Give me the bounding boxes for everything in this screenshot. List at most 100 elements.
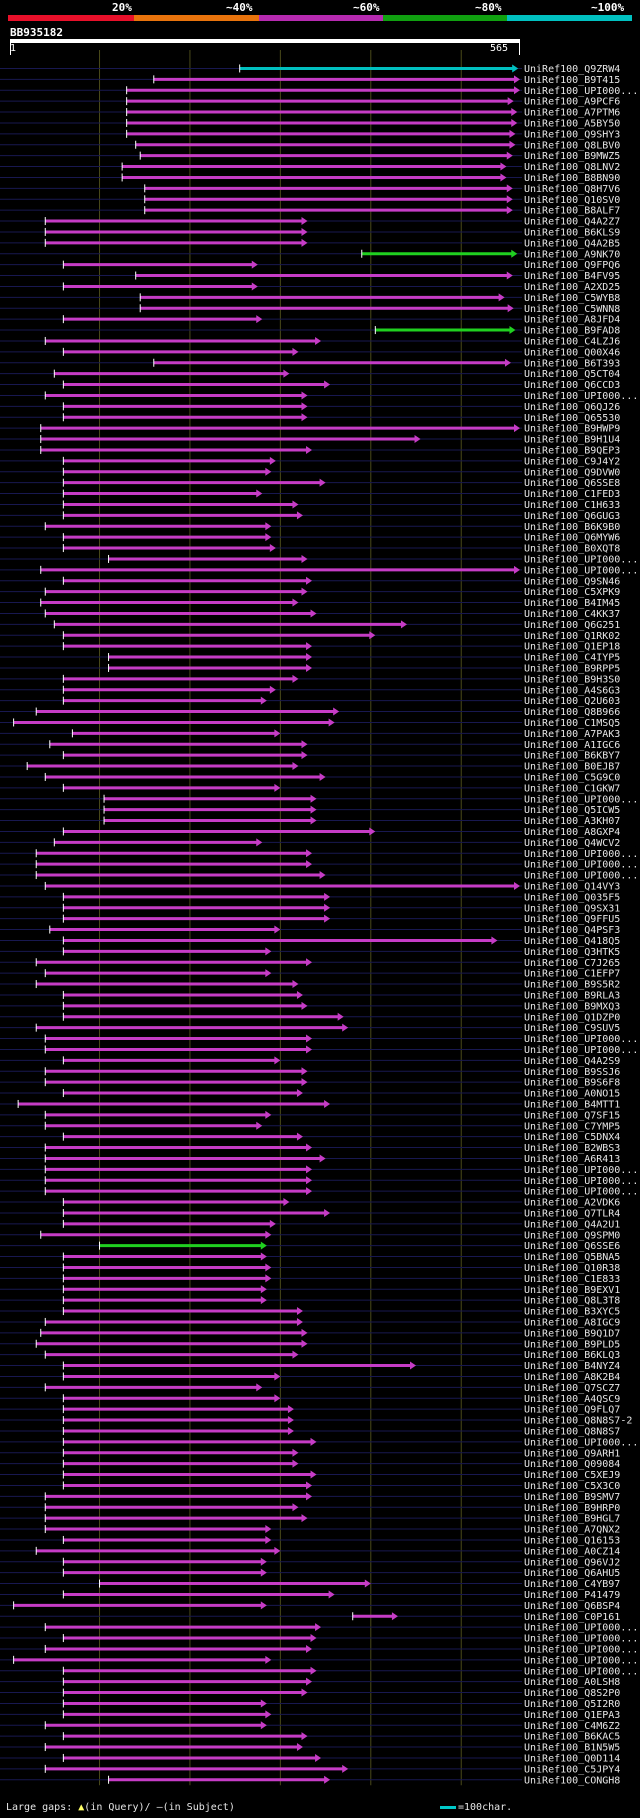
hit-label[interactable]: UniRef100_A0NO15 [524, 1089, 620, 1100]
hit-label[interactable]: UniRef100_Q4A2B5 [524, 238, 620, 249]
hit-label[interactable]: UniRef100_A2XD25 [524, 282, 620, 293]
hit-label[interactable]: UniRef100_B4FV95 [524, 271, 620, 282]
hit-label[interactable]: UniRef100_Q9FLQ7 [524, 1405, 620, 1416]
hit-label[interactable]: UniRef100_Q9FFU5 [524, 914, 620, 925]
hit-label[interactable]: UniRef100_A8JFD4 [524, 315, 620, 326]
hit-label[interactable]: UniRef100_C4LZJ6 [524, 336, 620, 347]
hit-label[interactable]: UniRef100_C1H633 [524, 500, 620, 511]
hit-label[interactable]: UniRef100_Q0D114 [524, 1753, 620, 1764]
hit-label[interactable]: UniRef100_UPI000... [524, 1623, 638, 1634]
hit-label[interactable]: UniRef100_A4S6G3 [524, 685, 620, 696]
hit-label[interactable]: UniRef100_Q6GUG3 [524, 511, 620, 522]
hit-label[interactable]: UniRef100_C5WYB8 [524, 293, 620, 304]
hit-label[interactable]: UniRef100_C4KK37 [524, 609, 620, 620]
hit-label[interactable]: UniRef100_UPI000... [524, 1165, 638, 1176]
hit-label[interactable]: UniRef100_Q8N8S7 [524, 1426, 620, 1437]
hit-label[interactable]: UniRef100_B9T415 [524, 75, 620, 86]
hit-label[interactable]: UniRef100_B9SMV7 [524, 1492, 620, 1503]
hit-label[interactable]: UniRef100_C4M6Z2 [524, 1721, 620, 1732]
hit-label[interactable]: UniRef100_B9S6F8 [524, 1078, 620, 1089]
hit-label[interactable]: UniRef100_Q4A2U1 [524, 1219, 620, 1230]
hit-label[interactable]: UniRef100_C4IYP5 [524, 653, 620, 664]
hit-label[interactable]: UniRef100_Q4WCV2 [524, 838, 620, 849]
hit-label[interactable]: UniRef100_UPI000... [524, 1034, 638, 1045]
hit-label[interactable]: UniRef100_A1IGC6 [524, 740, 620, 751]
hit-label[interactable]: UniRef100_Q9ZRW4 [524, 64, 620, 75]
hit-label[interactable]: UniRef100_UPI000... [524, 1045, 638, 1056]
hit-label[interactable]: UniRef100_Q2U603 [524, 696, 620, 707]
hit-label[interactable]: UniRef100_B6T393 [524, 358, 620, 369]
hit-label[interactable]: UniRef100_B9MWZ5 [524, 151, 620, 162]
hit-label[interactable]: UniRef100_C1EFP7 [524, 969, 620, 980]
hit-label[interactable]: UniRef100_B9MXQ3 [524, 1001, 620, 1012]
hit-label[interactable]: UniRef100_Q8H7V6 [524, 184, 620, 195]
hit-label[interactable]: UniRef100_Q035F5 [524, 892, 620, 903]
hit-label[interactable]: UniRef100_B6KLS9 [524, 227, 620, 238]
hit-label[interactable]: UniRef100_C5X3C0 [524, 1481, 620, 1492]
hit-label[interactable]: UniRef100_Q5CT04 [524, 369, 620, 380]
hit-label[interactable]: UniRef100_C5DNX4 [524, 1132, 620, 1143]
hit-label[interactable]: UniRef100_Q00X46 [524, 347, 620, 358]
hit-label[interactable]: UniRef100_A7PTM6 [524, 108, 620, 119]
hit-label[interactable]: UniRef100_Q5ICW5 [524, 805, 620, 816]
hit-label[interactable]: UniRef100_Q10R38 [524, 1263, 620, 1274]
hit-label[interactable]: UniRef100_B2WBS3 [524, 1143, 620, 1154]
hit-label[interactable]: UniRef100_Q9DVW0 [524, 467, 620, 478]
hit-label[interactable]: UniRef100_Q9ARH1 [524, 1448, 620, 1459]
hit-label[interactable]: UniRef100_Q1EPA3 [524, 1710, 620, 1721]
hit-label[interactable]: UniRef100_C1GKW7 [524, 783, 620, 794]
hit-label[interactable]: UniRef100_B9FAD8 [524, 326, 620, 337]
hit-label[interactable]: UniRef100_C7YMP5 [524, 1121, 620, 1132]
hit-label[interactable]: UniRef100_Q14VY3 [524, 881, 620, 892]
hit-label[interactable]: UniRef100_B9QEP3 [524, 445, 620, 456]
hit-label[interactable]: UniRef100_Q09084 [524, 1459, 620, 1470]
hit-label[interactable]: UniRef100_B9PLD5 [524, 1339, 620, 1350]
hit-label[interactable]: UniRef100_Q1DZP0 [524, 1012, 620, 1023]
hit-label[interactable]: UniRef100_B6K9B0 [524, 522, 620, 533]
hit-label[interactable]: UniRef100_Q9SHY3 [524, 129, 620, 140]
hit-label[interactable]: UniRef100_UPI000... [524, 1634, 638, 1645]
hit-label[interactable]: UniRef100_B8ALF7 [524, 206, 620, 217]
hit-label[interactable]: UniRef100_UPI000... [524, 1437, 638, 1448]
hit-label[interactable]: UniRef100_C1MSQ5 [524, 718, 620, 729]
hit-label[interactable]: UniRef100_C7J265 [524, 958, 620, 969]
hit-label[interactable]: UniRef100_A0LSH8 [524, 1677, 620, 1688]
hit-label[interactable]: UniRef100_P41479 [524, 1590, 620, 1601]
hit-label[interactable]: UniRef100_UPI000... [524, 871, 638, 882]
hit-label[interactable]: UniRef100_B9HWP9 [524, 424, 620, 435]
hit-label[interactable]: UniRef100_B4IM45 [524, 598, 620, 609]
hit-label[interactable]: UniRef100_B0EJB7 [524, 762, 620, 773]
hit-label[interactable]: UniRef100_C9SUV5 [524, 1023, 620, 1034]
hit-label[interactable]: UniRef100_C5JPY4 [524, 1764, 620, 1775]
hit-label[interactable]: UniRef100_UPI000... [524, 391, 638, 402]
hit-label[interactable]: UniRef100_B6KBY7 [524, 751, 620, 762]
hit-label[interactable]: UniRef100_B3XYC5 [524, 1307, 620, 1318]
hit-label[interactable]: UniRef100_A9PCF6 [524, 97, 620, 108]
hit-label[interactable]: UniRef100_UPI000... [524, 860, 638, 871]
hit-label[interactable]: UniRef100_C0P161 [524, 1612, 620, 1623]
hit-label[interactable]: UniRef100_A0CZ14 [524, 1546, 620, 1557]
hit-label[interactable]: UniRef100_Q8LNV2 [524, 162, 620, 173]
hit-label[interactable]: UniRef100_C5G9C0 [524, 772, 620, 783]
hit-label[interactable]: UniRef100_B1N5W5 [524, 1743, 620, 1754]
hit-label[interactable]: UniRef100_CONGH8 [524, 1775, 620, 1786]
hit-label[interactable]: UniRef100_Q5I2R0 [524, 1699, 620, 1710]
hit-label[interactable]: UniRef100_A3KH07 [524, 816, 620, 827]
hit-label[interactable]: UniRef100_B6KLQ3 [524, 1350, 620, 1361]
hit-label[interactable]: UniRef100_A9NK70 [524, 249, 620, 260]
hit-label[interactable]: UniRef100_Q6G251 [524, 620, 620, 631]
hit-label[interactable]: UniRef100_UPI000... [524, 1176, 638, 1187]
hit-label[interactable]: UniRef100_UPI000... [524, 794, 638, 805]
hit-label[interactable]: UniRef100_C9J4Y2 [524, 456, 620, 467]
hit-label[interactable]: UniRef100_Q8N8S7-2 [524, 1416, 632, 1427]
hit-label[interactable]: UniRef100_B9H1U4 [524, 435, 620, 446]
hit-label[interactable]: UniRef100_B9S5R2 [524, 980, 620, 991]
hit-label[interactable]: UniRef100_B9RLA3 [524, 990, 620, 1001]
hit-label[interactable]: UniRef100_Q6MYW6 [524, 533, 620, 544]
hit-label[interactable]: UniRef100_Q8L3T8 [524, 1296, 620, 1307]
hit-label[interactable]: UniRef100_B9SSJ6 [524, 1067, 620, 1078]
hit-label[interactable]: UniRef100_C5WNN8 [524, 304, 620, 315]
hit-label[interactable]: UniRef100_Q7SF15 [524, 1110, 620, 1121]
hit-label[interactable]: UniRef100_C5XPK9 [524, 587, 620, 598]
hit-label[interactable]: UniRef100_C1E833 [524, 1274, 620, 1285]
